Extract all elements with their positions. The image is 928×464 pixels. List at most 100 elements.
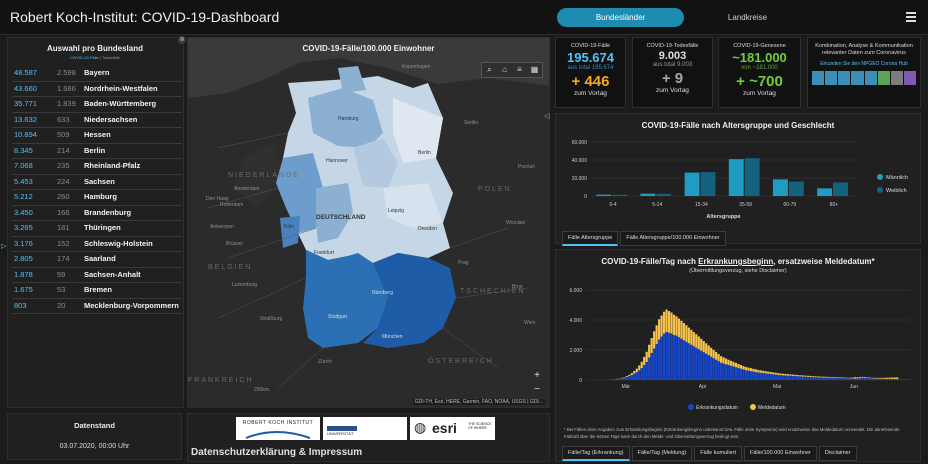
state-row[interactable]: 7.068 235 Rheinland-Pfalz	[12, 159, 182, 175]
bar-segment	[682, 340, 685, 380]
bar-segment	[757, 372, 760, 380]
tab-bundeslaender[interactable]: Bundesländer	[557, 8, 684, 27]
bar-segment	[784, 375, 787, 380]
tab-faelle-tag-meldung[interactable]: Fälle/Tag (Meldung)	[631, 446, 693, 461]
map-city-label: München	[382, 334, 403, 340]
bar-segment	[630, 375, 633, 380]
bar-segment	[675, 316, 678, 336]
rki-logo[interactable]: ROBERT KOCH INSTITUT	[236, 417, 320, 440]
bar	[640, 193, 656, 196]
basemap-grid-icon[interactable]: ▦	[530, 65, 539, 74]
info-text: Kombination, Analyse & Kommunikation rel…	[815, 43, 913, 56]
bar-segment	[737, 363, 740, 368]
state-deaths: 152	[57, 238, 70, 248]
state-cases: 803	[14, 300, 27, 310]
bar-segment	[782, 373, 785, 376]
bar-segment	[739, 368, 743, 380]
imprint-link[interactable]: Datenschutzerklärung & Impressum	[191, 447, 363, 458]
bar-segment	[653, 331, 656, 349]
state-row[interactable]: 3.450 166 Brandenburg	[12, 206, 182, 221]
tab-faelle-tag-erkrankung[interactable]: Fälle/Tag (Erkrankung)	[562, 446, 630, 461]
hamburger-menu-icon[interactable]	[906, 12, 916, 24]
state-deaths: 181	[57, 223, 70, 232]
state-row[interactable]: 2.805 174 Saarland	[12, 252, 182, 268]
bar-segment	[665, 309, 668, 332]
recovered-delta-label: zum Vortag	[743, 90, 776, 97]
state-row[interactable]: 1.675 53 Bremen	[12, 283, 182, 299]
map-toolbar: ⌕ ⌂ ≡ ▦	[481, 62, 543, 78]
bar-segment	[640, 368, 643, 380]
bar-segment	[712, 349, 715, 359]
bar-segment	[625, 377, 628, 380]
map-region-label: POLEN	[478, 186, 512, 193]
bar	[656, 193, 672, 196]
bar-segment	[660, 336, 663, 380]
bar-segment	[806, 376, 810, 380]
legend-swatch	[877, 187, 883, 193]
state-cases: 5.212	[14, 192, 33, 201]
map-city-label: Stuttgart	[328, 314, 347, 320]
state-row[interactable]: 13.632 633 Niedersachsen	[12, 113, 182, 128]
layers-icon[interactable]: ≡	[517, 65, 522, 74]
state-row[interactable]: 1.878 59 Sachsen-Anhalt	[12, 268, 182, 283]
bar-segment	[692, 332, 695, 347]
state-row[interactable]: 10.894 509 Hessen	[12, 128, 182, 144]
state-row[interactable]: 5.212 260 Hamburg	[12, 190, 182, 206]
state-row[interactable]: 3.265 181 Thüringen	[12, 221, 182, 237]
bar-segment	[868, 377, 872, 379]
bar-segment	[814, 377, 817, 380]
bar-segment	[680, 320, 683, 339]
bar-segment	[801, 375, 805, 377]
state-row[interactable]: 48.587 2.598 Bayern	[12, 66, 182, 82]
state-deaths: 1.686	[57, 83, 76, 93]
state-row[interactable]: 3.176 152 Schleswig-Holstein	[12, 237, 182, 252]
state-deaths: 214	[57, 145, 70, 155]
home-icon[interactable]: ⌂	[502, 65, 507, 74]
tab-disclaimer[interactable]: Disclaimer	[818, 446, 857, 461]
bar-segment	[871, 377, 874, 379]
search-icon[interactable]: ⌕	[487, 65, 492, 74]
scroll-indicator-icon[interactable]: ▷	[1, 243, 7, 250]
state-row[interactable]: 5.453 224 Sachsen	[12, 175, 182, 190]
bar-segment	[814, 376, 817, 378]
university-logo[interactable]: UNIVERSITÄT	[323, 417, 407, 440]
state-row[interactable]: 35.771 1.839 Baden-Württemberg	[12, 97, 182, 113]
bar-segment	[648, 344, 651, 358]
bar-segment	[717, 361, 720, 380]
map-city-label: Straßburg	[260, 316, 283, 322]
subtitle-deaths: Todesfälle	[101, 55, 120, 60]
bar-segment	[878, 377, 881, 379]
map-city-label: Rotterdam	[220, 202, 244, 208]
filter-icon[interactable]: ⊕	[178, 36, 186, 44]
tab-faelle-100k[interactable]: Fälle/100.000 Einwohner	[744, 446, 817, 461]
zoom-out-button[interactable]: −	[534, 384, 540, 395]
bar-segment	[695, 334, 698, 348]
tab-faelle-altersgruppe-100k[interactable]: Fälle Altersgruppe/100.000 Einwohner	[620, 231, 726, 246]
tab-faelle-kumuliert[interactable]: Fälle kumuliert	[694, 446, 743, 461]
npgeo-hub-link[interactable]: Erkunden Sie den NPGEO Corona Hub	[820, 61, 908, 67]
zoom-in-button[interactable]: +	[534, 370, 540, 381]
bar-segment	[727, 359, 730, 365]
bar-segment	[759, 370, 762, 373]
esri-logo[interactable]: ◍ esri THE SCIENCE OF WHERE	[410, 417, 495, 440]
car-icon	[864, 71, 877, 85]
bar	[788, 181, 804, 196]
x-tick-label: 80+	[830, 202, 839, 208]
scroll-indicator-icon[interactable]: ◁	[544, 113, 550, 120]
state-row[interactable]: 43.660 1.686 Nordrhein-Westfalen	[12, 82, 182, 97]
bar-segment	[896, 379, 899, 380]
state-row[interactable]: 803 20 Mecklenburg-Vorpommern	[12, 299, 182, 314]
bar-segment	[846, 378, 849, 380]
bar-segment	[799, 376, 802, 380]
hub-icons[interactable]	[812, 71, 916, 85]
tab-landkreise[interactable]: Landkreise	[727, 13, 768, 22]
y-tick-label: 6.000	[569, 288, 582, 294]
map-canvas[interactable]	[188, 38, 550, 408]
bar-segment	[727, 365, 730, 380]
bar-segment	[658, 319, 661, 340]
map-panel[interactable]: COVID-19-Fälle/100.000 Einwohner ⌕ ⌂ ≡ ▦…	[187, 37, 550, 408]
state-row[interactable]: 8.345 214 Berlin	[12, 144, 182, 159]
npgeo-info-box[interactable]: Kombination, Analyse & Kommunikation rel…	[807, 37, 921, 108]
tab-faelle-altersgruppe[interactable]: Fälle Altersgruppe	[562, 231, 619, 246]
bar-segment	[734, 367, 738, 380]
